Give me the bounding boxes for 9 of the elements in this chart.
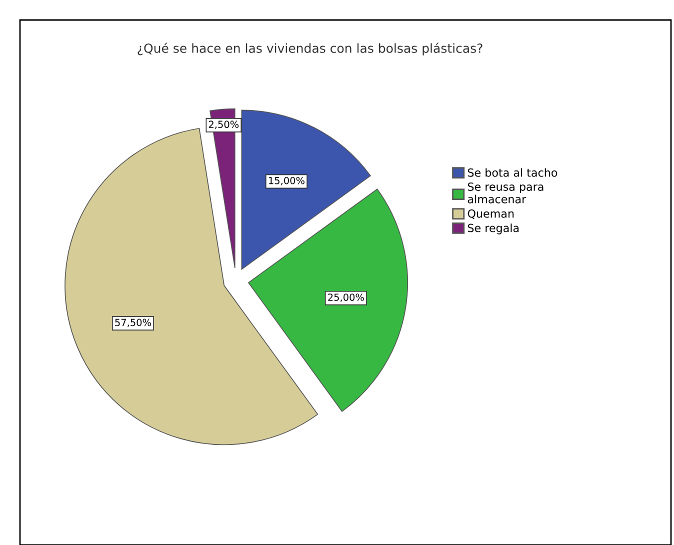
chart-title: ¿Qué se hace en las viviendas con las bolsas plásticas? bbox=[138, 42, 482, 56]
legend-label: Queman bbox=[468, 209, 514, 220]
legend-label: Se regala bbox=[468, 224, 519, 234]
data-label: 15,00% bbox=[269, 176, 304, 186]
legend-label: Se bota al tacho bbox=[468, 168, 558, 177]
data-label: 57,50% bbox=[115, 318, 151, 328]
data-label: 2,50% bbox=[208, 120, 239, 130]
legend-label: Se reusa para almacenar bbox=[468, 182, 544, 204]
data-label: 25,00% bbox=[328, 294, 364, 302]
